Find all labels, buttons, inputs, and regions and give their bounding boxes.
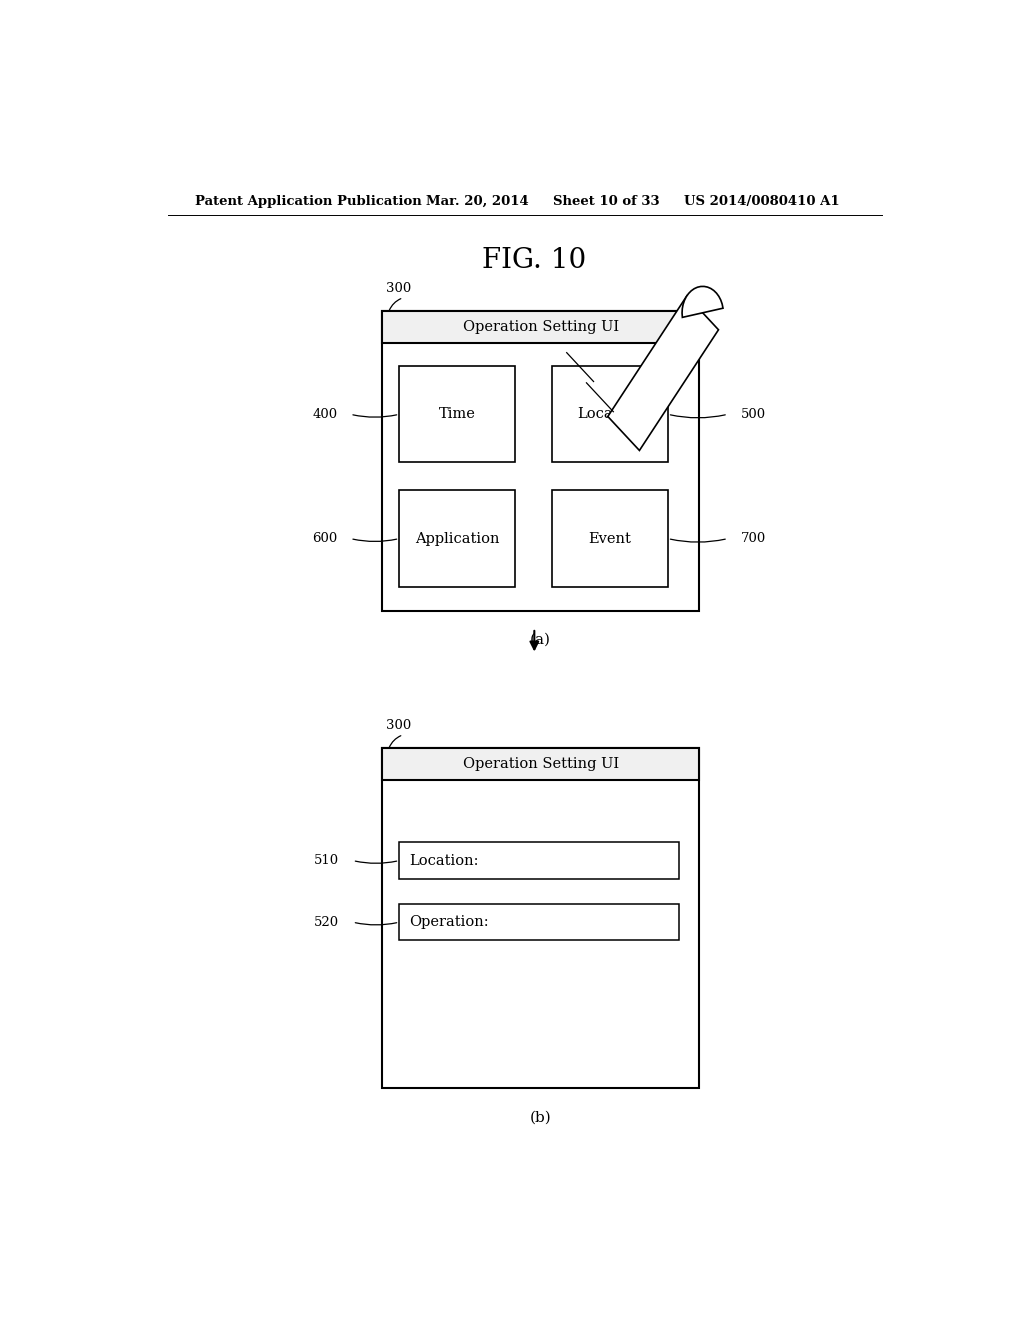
Polygon shape — [682, 286, 723, 317]
Text: Operation Setting UI: Operation Setting UI — [463, 758, 618, 771]
Bar — [382, 748, 699, 780]
Text: Time: Time — [439, 408, 476, 421]
Text: 400: 400 — [312, 408, 337, 421]
Text: (b): (b) — [529, 1110, 552, 1125]
Polygon shape — [608, 296, 719, 450]
Text: 300: 300 — [386, 281, 412, 294]
Text: Mar. 20, 2014: Mar. 20, 2014 — [426, 194, 528, 207]
Text: 600: 600 — [312, 532, 338, 545]
Bar — [382, 312, 699, 343]
Text: 500: 500 — [740, 408, 766, 421]
Text: Application: Application — [415, 532, 500, 545]
Text: (a): (a) — [530, 634, 551, 647]
Bar — [399, 842, 679, 879]
Text: Location: Location — [578, 408, 642, 421]
Text: 300: 300 — [386, 718, 412, 731]
Bar — [552, 491, 668, 586]
Bar — [382, 748, 699, 1089]
Bar — [399, 904, 679, 940]
Bar — [399, 366, 515, 462]
Text: Location:: Location: — [409, 854, 478, 867]
Text: Patent Application Publication: Patent Application Publication — [196, 194, 422, 207]
Text: 510: 510 — [313, 854, 339, 867]
Text: 700: 700 — [740, 532, 766, 545]
Text: Event: Event — [588, 532, 631, 545]
Text: Sheet 10 of 33: Sheet 10 of 33 — [553, 194, 659, 207]
Bar — [552, 366, 668, 462]
Bar — [382, 312, 699, 611]
Text: US 2014/0080410 A1: US 2014/0080410 A1 — [684, 194, 839, 207]
Text: 520: 520 — [313, 916, 339, 928]
Text: Operation Setting UI: Operation Setting UI — [463, 321, 618, 334]
Text: FIG. 10: FIG. 10 — [482, 247, 587, 273]
Bar — [399, 491, 515, 586]
Text: Operation:: Operation: — [409, 915, 488, 929]
